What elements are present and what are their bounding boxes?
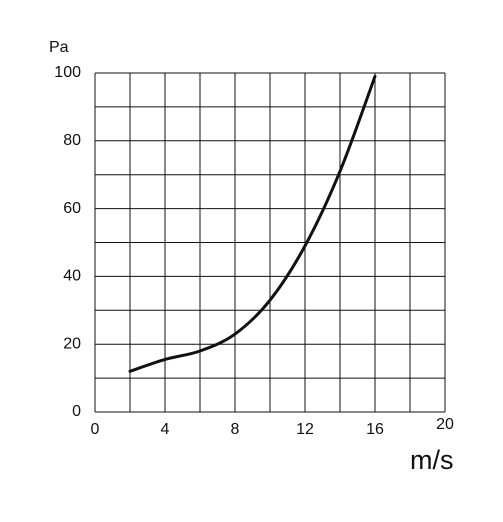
y-axis-label: Pa — [49, 39, 69, 56]
x-tick-label: 4 — [161, 421, 170, 438]
y-tick-label: 20 — [63, 335, 81, 352]
x-tick-label: 0 — [91, 421, 100, 438]
y-tick-label: 80 — [63, 132, 81, 149]
y-tick-label: 0 — [72, 403, 81, 420]
y-tick-label: 40 — [63, 268, 81, 285]
line — [128, 74, 377, 373]
y-tick-label: 60 — [63, 200, 81, 217]
x-tick-label: 16 — [366, 421, 384, 438]
x-tick-label: 12 — [296, 421, 314, 438]
x-tick-label: 20 — [436, 416, 454, 433]
x-tick-label: 8 — [231, 421, 240, 438]
y-tick-label: 100 — [54, 64, 81, 81]
x-axis-label: m/s — [410, 445, 454, 475]
